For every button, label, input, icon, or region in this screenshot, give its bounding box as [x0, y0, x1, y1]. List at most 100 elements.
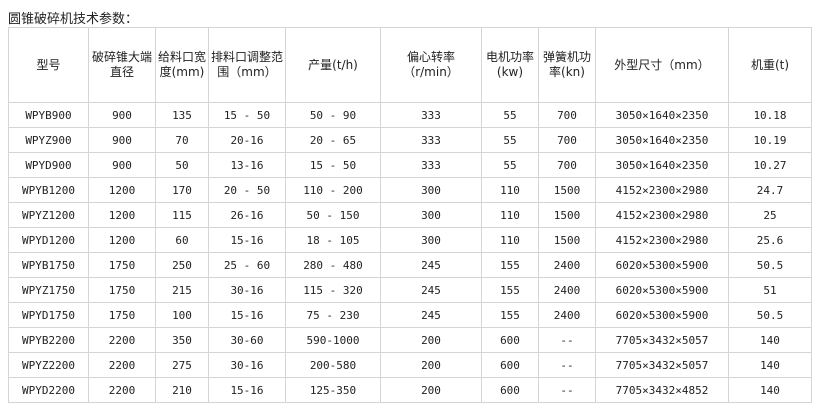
table-cell: 15 - 50	[208, 102, 286, 128]
table-cell: 55	[481, 152, 539, 178]
table-cell: 135	[155, 102, 209, 128]
table-cell: 200	[380, 352, 482, 378]
table-cell: 110	[481, 227, 539, 253]
table-cell: 125-350	[285, 377, 381, 403]
table-cell: 250	[155, 252, 209, 278]
table-cell: 7705×3432×5057	[595, 352, 729, 378]
column-header: 偏心转率（r/min）	[380, 27, 482, 103]
table-cell: --	[538, 377, 596, 403]
table-cell: 900	[88, 127, 156, 153]
spec-table: 型号 破碎锥大端直径 给料口宽度(mm) 排料口调整范围（mm） 产量(t/h) 偏心转率…	[8, 27, 812, 403]
table-cell: 140	[728, 377, 812, 403]
table-cell: 140	[728, 327, 812, 353]
table-cell: 600	[481, 377, 539, 403]
table-cell: 13-16	[208, 152, 286, 178]
table-cell: 50 - 90	[285, 102, 381, 128]
table-cell: 333	[380, 127, 482, 153]
table-cell: 2400	[538, 252, 596, 278]
table-cell: 2400	[538, 277, 596, 303]
table-cell: 110	[481, 202, 539, 228]
table-cell: 600	[481, 352, 539, 378]
table-row: WPYD900 900 50 13-16 15 - 50 333 55 700 3050×164…	[8, 152, 812, 178]
table-cell: WPYB900	[8, 102, 89, 128]
table-cell: 7705×3432×4852	[595, 377, 729, 403]
table-row: WPYB1200 1200 170 20 - 50 110 - 200 300 110 150…	[8, 177, 812, 203]
table-cell: 50	[155, 152, 209, 178]
table-cell: 50.5	[728, 302, 812, 328]
table-cell: 10.18	[728, 102, 812, 128]
table-cell: 15-16	[208, 377, 286, 403]
table-cell: 280 - 480	[285, 252, 381, 278]
table-cell: 2200	[88, 377, 156, 403]
table-cell: 350	[155, 327, 209, 353]
table-cell: 110	[481, 177, 539, 203]
table-row: WPYD1750 1750 100 15-16 75 - 230 245 155 2400 60…	[8, 302, 812, 328]
table-cell: 275	[155, 352, 209, 378]
table-cell: 300	[380, 177, 482, 203]
table-cell: 25 - 60	[208, 252, 286, 278]
table-row: WPYZ1200 1200 115 26-16 50 - 150 300 110 1500 41…	[8, 202, 812, 228]
column-header: 弹簧机功率(kn)	[538, 27, 596, 103]
table-cell: 6020×5300×5900	[595, 302, 729, 328]
table-cell: 200	[380, 377, 482, 403]
table-cell: 115	[155, 202, 209, 228]
table-cell: 170	[155, 177, 209, 203]
table-cell: 110 - 200	[285, 177, 381, 203]
table-cell: 3050×1640×2350	[595, 127, 729, 153]
table-cell: 4152×2300×2980	[595, 177, 729, 203]
table-cell: WPYB1200	[8, 177, 89, 203]
table-row: WPYZ1750 1750 215 30-16 115 - 320 245 155 2400 6…	[8, 277, 812, 303]
table-cell: 210	[155, 377, 209, 403]
table-cell: 700	[538, 152, 596, 178]
header-row: 型号 破碎锥大端直径 给料口宽度(mm) 排料口调整范围（mm） 产量(t/h) 偏心转率…	[8, 27, 812, 103]
table-cell: 70	[155, 127, 209, 153]
page-title: 圆锥破碎机技术参数：	[8, 12, 139, 27]
table-cell: 20 - 65	[285, 127, 381, 153]
table-cell: --	[538, 327, 596, 353]
table-cell: 25	[728, 202, 812, 228]
table-cell: 4152×2300×2980	[595, 227, 729, 253]
table-cell: 25.6	[728, 227, 812, 253]
table-row: WPYB900 900 135 15 - 50 50 - 90 333 55 700 3050×…	[8, 102, 812, 128]
table-cell: 115 - 320	[285, 277, 381, 303]
table-cell: WPYB2200	[8, 327, 89, 353]
column-header: 型号	[8, 27, 89, 103]
table-cell: 590-1000	[285, 327, 381, 353]
table-cell: 30-60	[208, 327, 286, 353]
table-cell: 300	[380, 202, 482, 228]
table-cell: 200	[380, 327, 482, 353]
column-header: 外型尺寸（mm）	[595, 27, 729, 103]
table-cell: 600	[481, 327, 539, 353]
table-cell: WPYD1200	[8, 227, 89, 253]
table-cell: 300	[380, 227, 482, 253]
table-cell: 18 - 105	[285, 227, 381, 253]
table-cell: WPYZ2200	[8, 352, 89, 378]
table-cell: 100	[155, 302, 209, 328]
table-cell: 1750	[88, 277, 156, 303]
table-cell: 155	[481, 277, 539, 303]
table-cell: 1200	[88, 177, 156, 203]
table-cell: WPYB1750	[8, 252, 89, 278]
table-cell: 700	[538, 127, 596, 153]
column-header: 排料口调整范围（mm）	[208, 27, 286, 103]
table-row: WPYB2200 2200 350 30-60 590-1000 200 600 -- 7705…	[8, 327, 812, 353]
table-cell: 55	[481, 102, 539, 128]
table-cell: 15 - 50	[285, 152, 381, 178]
table-cell: 2200	[88, 327, 156, 353]
table-cell: 1200	[88, 202, 156, 228]
column-header: 电机功率(kw)	[481, 27, 539, 103]
table-cell: 15-16	[208, 302, 286, 328]
table-row: WPYZ900 900 70 20-16 20 - 65 333 55 700 3050×164…	[8, 127, 812, 153]
table-cell: 155	[481, 252, 539, 278]
column-header: 产量(t/h)	[285, 27, 381, 103]
table-cell: --	[538, 352, 596, 378]
table-cell: 51	[728, 277, 812, 303]
table-cell: 20 - 50	[208, 177, 286, 203]
table-cell: 1500	[538, 227, 596, 253]
table-cell: 6020×5300×5900	[595, 252, 729, 278]
table-cell: 2200	[88, 352, 156, 378]
table-cell: 30-16	[208, 277, 286, 303]
column-header: 破碎锥大端直径	[88, 27, 156, 103]
table-row: WPYB1750 1750 250 25 - 60 280 - 480 245 155 240…	[8, 252, 812, 278]
table-cell: WPYD1750	[8, 302, 89, 328]
